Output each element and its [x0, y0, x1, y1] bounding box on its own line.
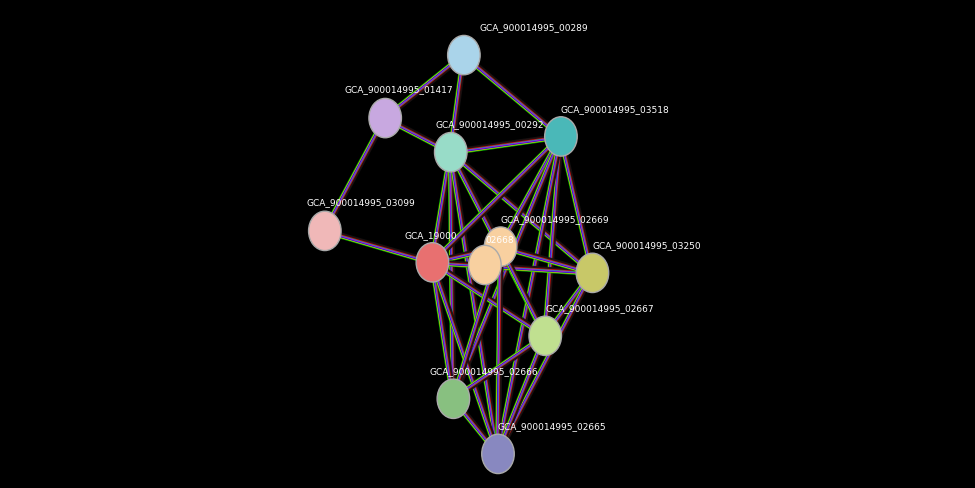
Ellipse shape — [369, 99, 402, 138]
Ellipse shape — [416, 243, 448, 282]
Text: GCA_900014995_02669: GCA_900014995_02669 — [500, 215, 609, 224]
Text: GCA_900014995_00292: GCA_900014995_00292 — [435, 121, 543, 130]
Text: GCA_900014995_02666: GCA_900014995_02666 — [430, 367, 538, 376]
Ellipse shape — [448, 36, 480, 75]
Ellipse shape — [529, 316, 562, 355]
Text: GCA_19000: GCA_19000 — [405, 231, 457, 240]
Ellipse shape — [435, 133, 467, 172]
Ellipse shape — [437, 379, 470, 419]
Text: GCA_900014995_00289: GCA_900014995_00289 — [480, 23, 588, 33]
Ellipse shape — [485, 227, 517, 266]
Text: GCA_900014995_03250: GCA_900014995_03250 — [593, 241, 701, 250]
Ellipse shape — [308, 211, 341, 250]
Ellipse shape — [545, 117, 577, 156]
Ellipse shape — [576, 253, 608, 292]
Ellipse shape — [469, 245, 501, 285]
Text: GCA_900014995_03518: GCA_900014995_03518 — [561, 105, 670, 114]
Text: 02668: 02668 — [485, 236, 514, 245]
Text: GCA_900014995_02665: GCA_900014995_02665 — [498, 422, 606, 431]
Text: GCA_900014995_03099: GCA_900014995_03099 — [306, 198, 415, 207]
Text: GCA_900014995_02667: GCA_900014995_02667 — [545, 304, 654, 313]
Ellipse shape — [482, 434, 514, 473]
Text: GCA_900014995_01417: GCA_900014995_01417 — [345, 85, 453, 95]
